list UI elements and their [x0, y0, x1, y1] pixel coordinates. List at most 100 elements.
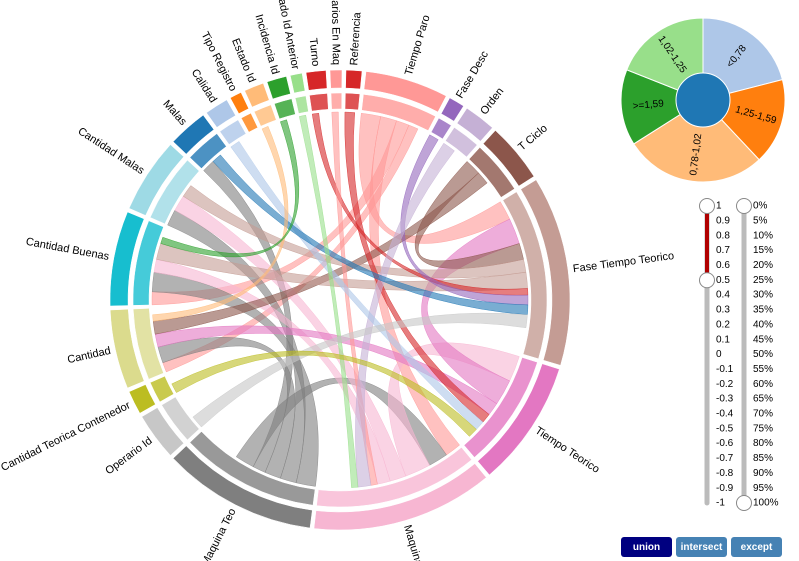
slider-label: 15%: [753, 245, 773, 256]
slider-label: -0.8: [716, 468, 734, 479]
group-label: Incidencia Id: [253, 13, 282, 76]
group-inner-arc: [294, 95, 309, 114]
group-label: Referencia: [348, 11, 363, 66]
ribbon: [171, 350, 477, 437]
slider-handle[interactable]: [699, 272, 715, 289]
group-label: Malas: [160, 98, 189, 128]
slider-label: 0.6: [716, 260, 730, 271]
slider-label: 40%: [753, 319, 773, 330]
ribbon: [331, 111, 378, 486]
slider-label: 75%: [753, 423, 773, 434]
group-inner-arc: [253, 104, 277, 127]
group-label: Maquina Teo: [199, 507, 238, 561]
slider-label: -0.4: [716, 409, 734, 420]
group-inner-arc: [344, 92, 361, 111]
group-arc: [329, 69, 343, 89]
slider-handle[interactable]: [699, 198, 715, 214]
group-arc: [477, 363, 560, 476]
group-inner-arc: [502, 191, 548, 360]
pie-center: [675, 72, 731, 128]
ribbon: [182, 185, 527, 279]
except-button[interactable]: except: [731, 537, 782, 557]
group-inner-arc: [330, 92, 343, 110]
group-arc: [109, 308, 145, 389]
slider-label: 100%: [753, 498, 779, 509]
slider-label: 0.5: [716, 275, 730, 286]
group-inner-arc: [361, 94, 436, 131]
slider-label: 85%: [753, 453, 773, 464]
slider-label: 35%: [753, 305, 773, 316]
intersect-button[interactable]: intersect: [676, 537, 727, 557]
slider-label: 1: [716, 201, 722, 212]
group-arc: [456, 107, 493, 142]
slider-label: 20%: [753, 260, 773, 271]
group-arc: [440, 97, 464, 122]
ribbons: [151, 111, 529, 488]
union-button[interactable]: union: [621, 537, 672, 557]
group-arc: [520, 179, 571, 366]
group-arc: [172, 114, 215, 155]
group-inner-arc: [149, 159, 200, 225]
ribbon: [152, 125, 289, 322]
slider-label: 30%: [753, 290, 773, 301]
slider-label: -0.7: [716, 453, 734, 464]
group-inner-arc: [309, 93, 329, 112]
group-arc: [109, 211, 145, 307]
group-arc: [172, 445, 313, 529]
slider-label: 0.2: [716, 319, 730, 330]
slider-label: -0.2: [716, 379, 734, 390]
group-label: Maquina: [401, 524, 425, 561]
slider-handle[interactable]: [736, 198, 752, 214]
group-label: Operario Id: [103, 435, 154, 477]
group-arc: [229, 92, 250, 115]
group-label: Cantidad Buenas: [25, 236, 111, 263]
slider-label: -0.5: [716, 423, 734, 434]
slider-label: 0.4: [716, 290, 730, 301]
pie-label: 0,78-1,02: [688, 133, 704, 177]
slider-label: 0.3: [716, 305, 730, 316]
slider-label: 10%: [753, 230, 773, 241]
group-arc: [363, 71, 447, 113]
slider-handle[interactable]: [736, 495, 752, 511]
group-arc: [266, 76, 291, 100]
group-label: Fase Tiempo Teorico: [572, 250, 675, 275]
group-arc: [313, 463, 487, 531]
slider-label: 90%: [753, 468, 773, 479]
group-inner-arc: [189, 431, 316, 506]
ribbon: [152, 172, 488, 335]
group-label: Cantidad: [66, 345, 112, 366]
slider-label: -0.6: [716, 438, 734, 449]
slider-label: 80%: [753, 438, 773, 449]
group-arc: [289, 72, 306, 94]
pie-label: >=1,59: [632, 98, 664, 112]
slider-label: 0.7: [716, 245, 730, 256]
slider-label: -1: [716, 498, 725, 509]
group-label: Cantidad Malas: [76, 125, 147, 177]
group-arc: [482, 130, 535, 187]
slider-label: 0.8: [716, 230, 730, 241]
group-label: Tiempo Paro: [403, 14, 433, 77]
group-inner-arc: [132, 220, 164, 306]
group-inner-arc: [149, 375, 175, 403]
group-label: Turno: [307, 37, 322, 66]
slider-label: 60%: [753, 379, 773, 390]
group-label: Operarios En Maq: [328, 0, 342, 65]
slider-label: 70%: [753, 409, 773, 420]
slider-label: 0.1: [716, 334, 730, 345]
group-arc: [305, 70, 328, 91]
ribbon: [387, 342, 520, 477]
group-arc: [141, 407, 185, 456]
slider-label: 0%: [753, 201, 768, 212]
group-inner-arc: [132, 308, 164, 380]
group-inner-arc: [161, 396, 200, 441]
ribbon: [299, 114, 359, 488]
group-label: Fase Desc: [454, 49, 491, 101]
ribbon: [162, 124, 419, 373]
slider-label: 0.9: [716, 215, 730, 226]
group-label: T Ciclo: [516, 122, 550, 153]
slider-label: 0: [716, 349, 722, 360]
group-arc: [128, 384, 156, 414]
group-inner-arc: [189, 133, 227, 169]
